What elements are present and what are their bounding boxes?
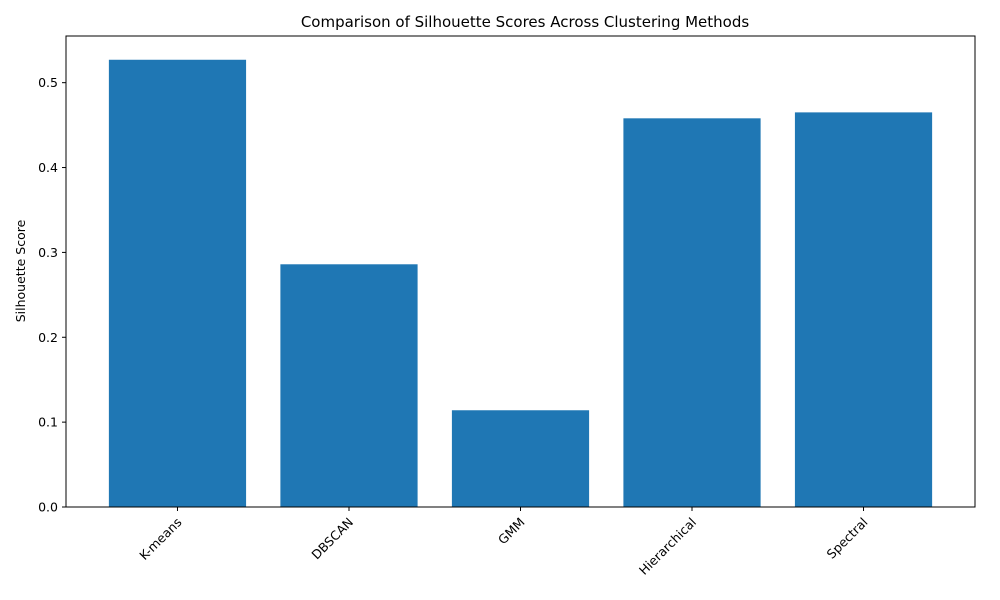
bar-dbscan: [280, 264, 418, 507]
x-tick-label: GMM: [495, 515, 528, 548]
y-tick-label: 0.2: [38, 330, 58, 345]
bar-k-means: [108, 59, 247, 508]
y-tick-label: 0.5: [38, 75, 58, 90]
bar-hierarchical: [623, 118, 761, 508]
bar-gmm: [451, 410, 590, 507]
x-tick-label: DBSCAN: [308, 515, 356, 563]
x-tick-label: Hierarchical: [636, 515, 699, 578]
x-tick-label: K-means: [136, 515, 184, 563]
x-tick-label: Spectral: [824, 515, 871, 562]
x-axis: K-means DBSCAN GMM Hierarchical Spectral: [136, 507, 871, 578]
y-axis: 0.0 0.1 0.2 0.3 0.4 0.5: [38, 75, 66, 515]
bar-spectral: [794, 112, 933, 507]
y-tick-label: 0.1: [38, 415, 58, 430]
plot-frame: [65, 35, 976, 508]
bars-group: [108, 59, 933, 508]
y-tick-label: 0.0: [38, 500, 58, 515]
y-tick-label: 0.4: [38, 160, 58, 175]
chart-title: Comparison of Silhouette Scores Across C…: [301, 13, 750, 31]
y-tick-label: 0.3: [38, 245, 58, 260]
y-axis-label: Silhouette Score: [13, 219, 28, 322]
